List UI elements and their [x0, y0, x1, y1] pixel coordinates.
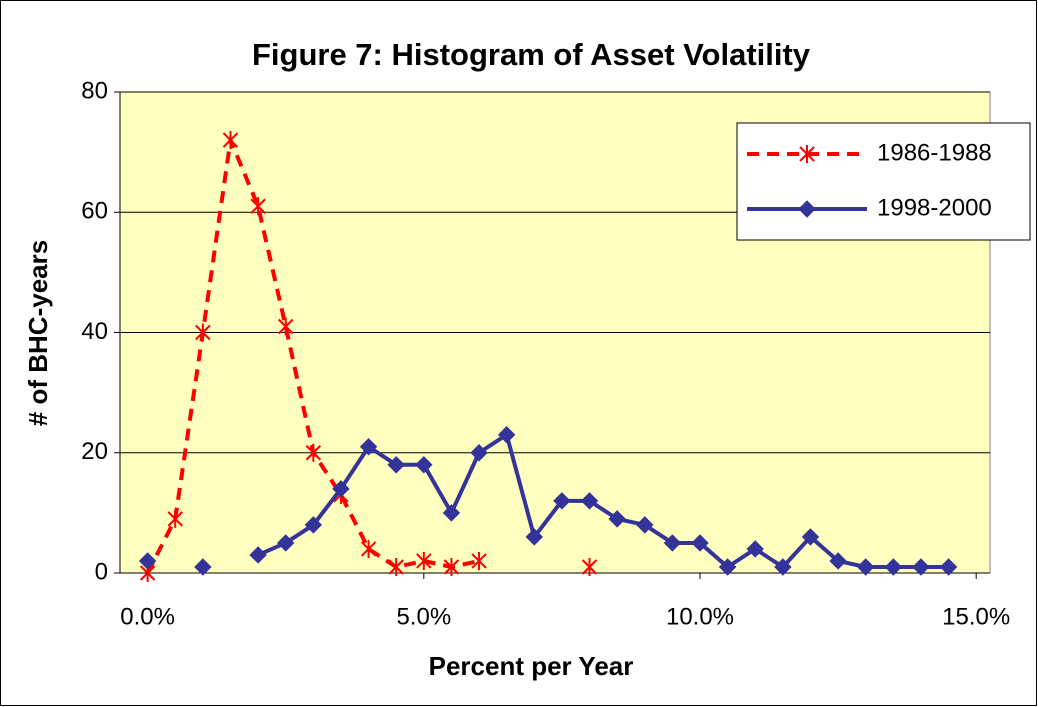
point — [580, 492, 599, 510]
point — [442, 504, 461, 522]
y-tick-label: 80 — [81, 77, 108, 104]
point — [387, 456, 405, 474]
point — [305, 443, 322, 462]
point — [746, 540, 764, 558]
chart-title: Figure 7: Histogram of Asset Volatility — [252, 37, 811, 72]
point — [829, 552, 847, 570]
point — [884, 558, 903, 576]
point — [138, 552, 157, 570]
y-axis-label: # of BHC-years — [23, 240, 53, 426]
point — [857, 558, 875, 576]
point — [939, 558, 958, 576]
point — [581, 557, 598, 576]
x-tick-label: 15.0% — [942, 603, 1010, 630]
point — [250, 197, 266, 216]
point — [608, 510, 626, 528]
point — [332, 480, 350, 498]
point — [801, 528, 820, 546]
point — [167, 509, 183, 528]
point — [415, 456, 433, 474]
point — [443, 557, 460, 576]
y-tick-label: 0 — [95, 558, 108, 585]
point — [416, 551, 432, 570]
legend-marker — [798, 200, 816, 218]
point — [691, 534, 709, 552]
legend-label: 1986-1988 — [877, 139, 992, 166]
point — [525, 528, 543, 546]
y-tick-label: 20 — [81, 438, 108, 465]
point — [304, 516, 323, 534]
legend-box — [736, 122, 1031, 241]
point — [195, 323, 211, 342]
point — [249, 546, 267, 564]
point — [774, 558, 792, 576]
y-tick-label: 40 — [81, 318, 108, 345]
x-tick-label: 10.0% — [666, 603, 734, 630]
point — [497, 426, 516, 444]
point — [222, 131, 239, 150]
point — [278, 317, 294, 336]
legend-marker — [799, 145, 815, 163]
point — [553, 492, 571, 510]
point — [718, 558, 737, 576]
y-tick-label: 60 — [81, 198, 108, 225]
point — [663, 534, 682, 552]
legend-label: 1998-2000 — [877, 194, 992, 221]
point — [388, 557, 404, 576]
x-axis-label: Percent per Year — [429, 651, 634, 681]
point — [636, 516, 654, 534]
point — [471, 551, 487, 570]
point — [194, 558, 212, 576]
point — [912, 558, 930, 576]
point — [359, 438, 378, 456]
x-tick-label: 5.0% — [396, 603, 451, 630]
point — [277, 534, 295, 552]
point — [470, 444, 488, 462]
point — [360, 539, 377, 558]
x-tick-label: 0.0% — [120, 603, 175, 630]
